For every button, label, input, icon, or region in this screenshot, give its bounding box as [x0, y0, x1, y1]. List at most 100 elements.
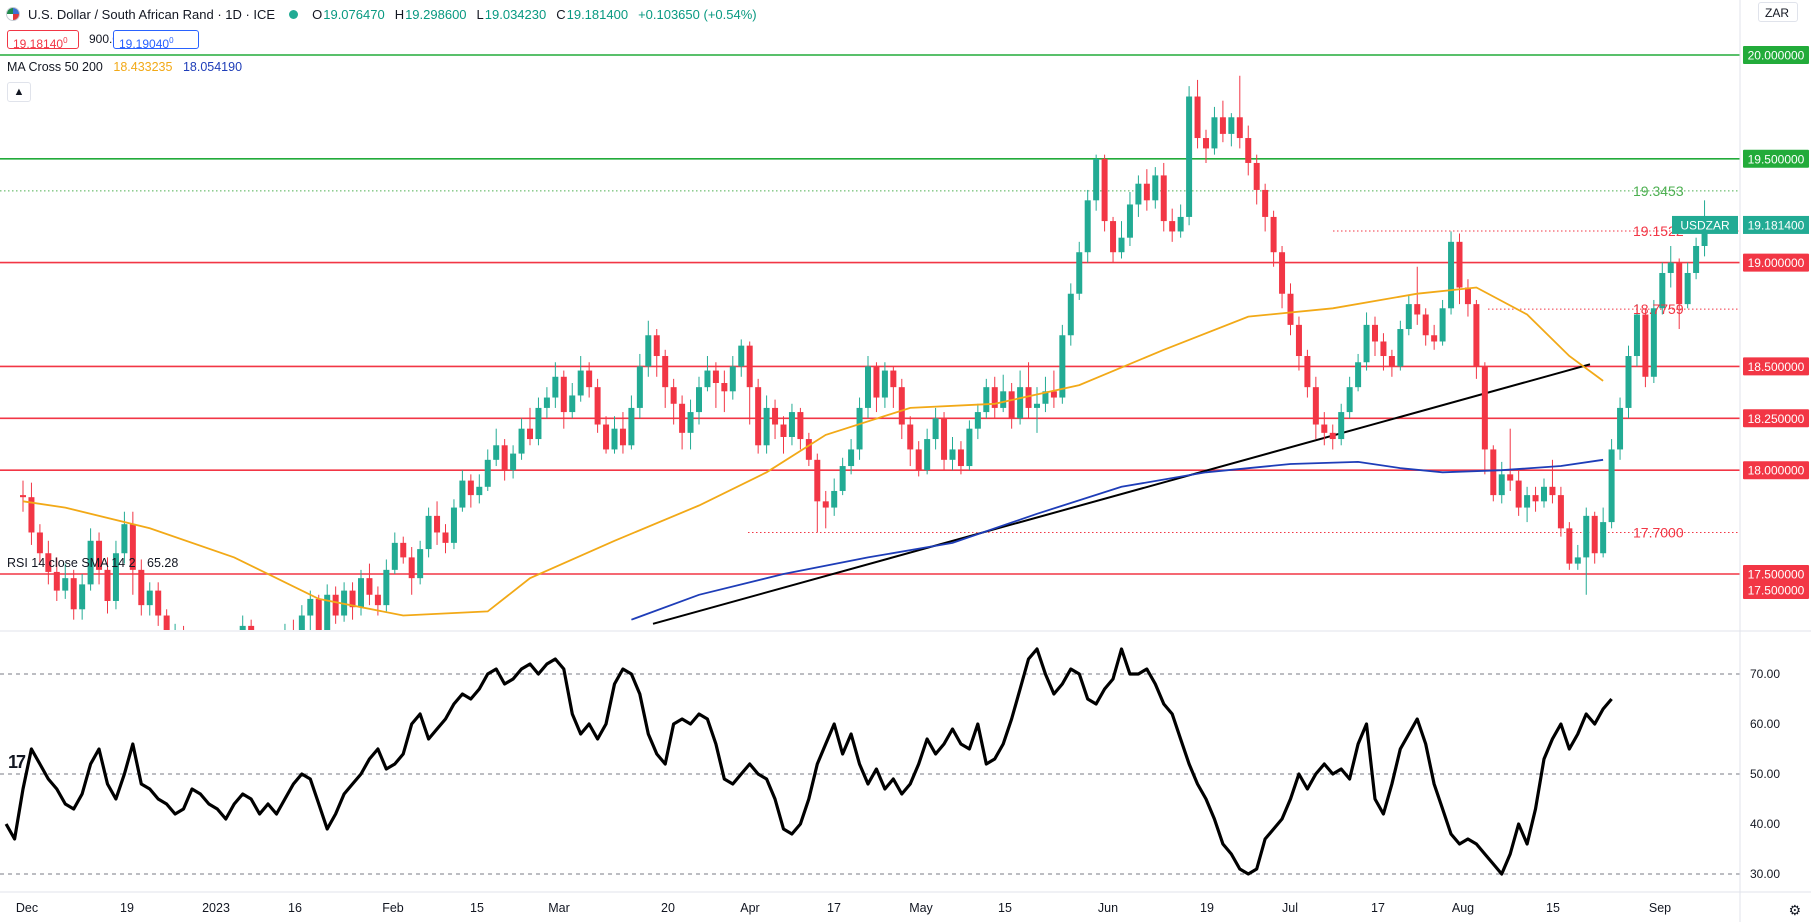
- trendline[interactable]: [652, 363, 1591, 625]
- candle-body-46: [408, 557, 415, 579]
- candle-body-1: [28, 497, 35, 533]
- candle-body-185: [1583, 515, 1590, 558]
- candle-body-74: [645, 335, 652, 367]
- rsi-legend[interactable]: RSI 14 close SMA 14 2 65.28: [7, 556, 178, 570]
- candle-body-132: [1135, 183, 1142, 205]
- candle-body-196: [1676, 262, 1683, 305]
- candle-body-169: [1448, 241, 1455, 309]
- time-axis-label-2: 2023: [202, 901, 230, 915]
- candle-body-54: [476, 486, 483, 496]
- candle-body-94: [814, 459, 821, 502]
- candle-body-84: [729, 366, 736, 392]
- rsi-axis-label-3: 40.00: [1750, 817, 1780, 831]
- buy-price-button[interactable]: 19.190400: [113, 30, 199, 51]
- candle-body-152: [1304, 356, 1311, 388]
- candle-body-82: [712, 370, 719, 384]
- candle-body-7: [79, 584, 86, 610]
- symbol-header[interactable]: U.S. Dollar / South African Rand · 1D · …: [0, 0, 767, 28]
- candle-body-91: [788, 412, 795, 437]
- candle-body-79: [687, 412, 694, 433]
- time-axis[interactable]: Dec 19 2023 16 Feb 15 Mar 20 Apr 17 May 15 Jun 19 Jul 1…: [16, 901, 1671, 915]
- candle-body-117: [1008, 391, 1015, 419]
- candle-body-43: [383, 569, 390, 606]
- settings-gear-icon[interactable]: ⚙: [1788, 902, 1801, 918]
- candle-body-50: [442, 532, 449, 543]
- candle-body-55: [484, 459, 491, 487]
- price-annotations: [0, 190, 1740, 533]
- candle-body-167: [1431, 335, 1438, 342]
- price-axis-tag-5: [1743, 461, 1809, 480]
- candle-body-136: [1169, 221, 1176, 232]
- candle-body-97: [839, 466, 846, 491]
- collapse-chevron-icon[interactable]: ▲: [7, 82, 31, 102]
- price-axis-label-6: 17.500000: [1748, 568, 1805, 582]
- time-axis-label-6: Mar: [548, 901, 570, 915]
- candle-body-116: [1000, 391, 1007, 408]
- candle-body-141: [1211, 117, 1218, 149]
- candle-body-155: [1329, 432, 1336, 440]
- candle-body-62: [543, 397, 550, 408]
- candle-body-52: [459, 480, 466, 508]
- symbol-title[interactable]: U.S. Dollar / South African Rand · 1D · …: [28, 6, 276, 22]
- time-axis-label-16: Aug: [1452, 901, 1474, 915]
- currency-selector[interactable]: ZAR: [1758, 2, 1798, 22]
- time-axis-label-5: 15: [470, 901, 484, 915]
- candle-body-89: [772, 407, 779, 425]
- ohlc-close-label: C: [556, 6, 566, 22]
- candle-body-176: [1507, 474, 1514, 481]
- price-axis-tag-4: [1743, 409, 1809, 428]
- ma-legend[interactable]: MA Cross 50 200 18.433235 18.054190: [7, 60, 242, 74]
- time-axis-label-11: 15: [998, 901, 1012, 915]
- candle-body-130: [1118, 237, 1125, 253]
- candle-body-56: [493, 445, 500, 460]
- ma-slow-value: 18.054190: [182, 60, 243, 74]
- candle-body-49: [434, 515, 441, 533]
- candle-body-135: [1160, 175, 1167, 222]
- candle-body-108: [932, 418, 939, 440]
- market-open-dot-icon: [289, 9, 299, 19]
- price-annotation-labels: 19.3453 19.1522 18.7759 17.7000: [1633, 183, 1684, 541]
- sell-price-button[interactable]: 19.181400: [7, 30, 79, 51]
- candle-body-118: [1017, 387, 1024, 419]
- candle-body-177: [1515, 480, 1522, 508]
- price-axis-label-2: 19.000000: [1748, 256, 1805, 270]
- candle-body-67: [586, 370, 593, 388]
- price-axis-label-1: 19.500000: [1748, 152, 1805, 166]
- rsi-axis-label-4: 30.00: [1750, 867, 1780, 881]
- rsi-axis[interactable]: 70.00 60.00 50.00 40.00 30.00: [1750, 667, 1780, 881]
- candle-body-37: [332, 594, 339, 616]
- candle-body-126: [1084, 200, 1091, 253]
- time-axis-label-10: May: [909, 901, 933, 915]
- candle-body-101: [873, 366, 880, 398]
- price-axis-tag-3: [1743, 357, 1809, 376]
- price-axis[interactable]: 20.000000 19.500000 19.000000 18.500000 18.2…: [1672, 46, 1809, 599]
- tradingview-logo-icon[interactable]: 17: [8, 752, 26, 772]
- candle-body-53: [467, 480, 474, 496]
- rsi-axis-label-0: 70.00: [1750, 667, 1780, 681]
- price-axis-label-7: 17.500000: [1748, 584, 1805, 598]
- candle-body-192: [1642, 314, 1649, 377]
- last-price-tag: [1743, 215, 1809, 234]
- rsi-value: 65.28: [147, 556, 179, 570]
- candle-body-72: [628, 407, 635, 446]
- candle-body-121: [1042, 391, 1049, 404]
- time-axis-label-0: Dec: [16, 901, 38, 915]
- price-change: +0.103650 (+0.54%): [638, 6, 757, 22]
- candle-body-48: [425, 515, 432, 550]
- candle-body-160: [1372, 324, 1378, 342]
- time-axis-label-14: Jul: [1282, 901, 1298, 915]
- ma-fast-value: 18.433235: [113, 60, 173, 74]
- price-axis-tag-7: [1743, 581, 1809, 599]
- annotation-label-2: 18.7759: [1633, 301, 1684, 317]
- ohlc-low-value: 19.034230: [484, 6, 547, 22]
- candle-body-64: [560, 376, 567, 413]
- candle-body-66: [577, 370, 584, 396]
- candle-body-173: [1481, 366, 1488, 450]
- rsi-line: [4, 647, 1613, 876]
- moving-averages: [22, 286, 1604, 621]
- candles: [20, 75, 1708, 630]
- candle-body-34: [307, 598, 314, 616]
- candle-body-71: [619, 428, 626, 446]
- time-axis-label-17: 15: [1546, 901, 1560, 915]
